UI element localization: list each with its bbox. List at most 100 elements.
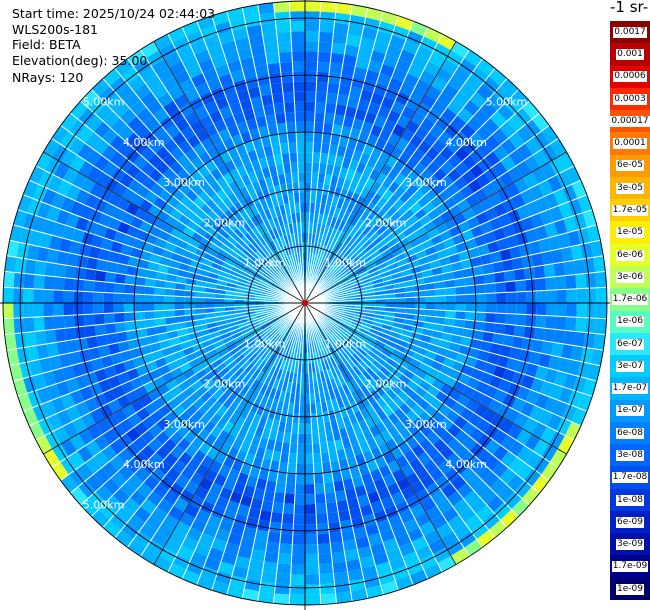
range-gate-cell [289,152,298,163]
range-gate-cell [140,547,160,565]
range-gate-cell [283,493,295,505]
range-gate-cell [102,519,122,538]
range-gate-cell [488,217,503,231]
range-gate-cell [233,367,245,378]
range-gate-cell [110,166,126,183]
range-gate-cell [174,201,188,215]
range-gate-cell [484,207,499,222]
range-gate-cell [255,250,265,261]
range-gate-cell [88,245,101,260]
range-gate-cell [480,488,498,505]
range-gate-cell [409,391,423,405]
ray-separator-line [304,7,369,304]
range-gate-cell [404,313,416,321]
range-gate-cell [272,227,280,239]
range-gate-cell [475,303,487,313]
range-gate-cell [279,285,289,293]
range-gate-cell [174,520,191,537]
range-gate-cell [203,407,217,421]
range-gate-cell [411,189,425,202]
range-gate-cell [331,42,346,55]
range-gate-cell [214,303,225,308]
range-gate-cell [383,344,395,354]
range-gate-cell [344,190,355,202]
range-gate-cell [181,536,199,552]
range-gate-cell [182,226,196,238]
range-gate-cell [162,490,179,506]
range-gate-cell [293,81,305,92]
range-gate-cell [267,531,281,544]
range-gate-cell [275,431,285,443]
range-gate-cell [354,246,365,256]
range-gate-cell [144,310,155,320]
ray-separator-line [304,194,588,304]
range-gate-cell [281,152,291,164]
range-gate-cell [349,465,361,479]
range-gate-cell [43,448,61,468]
range-gate-cell [362,318,374,325]
ray-separator-line [9,302,306,367]
range-gate-cell [370,400,382,413]
range-gate-cell [228,412,240,426]
range-gate-cell [347,343,358,353]
range-gate-cell [284,329,292,339]
range-gate-cell [395,292,406,299]
range-gate-cell [367,331,379,340]
range-gate-cell [278,271,286,281]
range-gate-cell [226,235,238,246]
range-gate-cell [60,196,76,213]
range-gate-cell [109,150,126,167]
range-gate-cell [341,529,356,542]
ray-separator-line [304,286,607,304]
range-gate-cell [370,193,382,206]
range-gate-cell [237,238,249,250]
ray-separator-line [288,1,306,304]
colorbar-tick-label: 3e-07 [616,360,644,372]
range-gate-cell [287,192,295,204]
range-gate-cell [501,334,514,347]
range-gate-cell [310,403,317,414]
range-gate-cell [372,321,383,328]
range-gate-cell [232,565,249,579]
range-gate-cell [255,289,267,295]
range-gate-cell [124,274,136,286]
range-gate-cell [254,267,265,276]
range-gate-cell [435,303,446,311]
range-gate-cell [175,321,187,331]
range-gate-cell [282,432,292,444]
ray-separator-line [304,270,606,304]
range-gate-cell [540,426,557,444]
range-gate-cell [382,537,399,552]
range-gate-cell [437,403,452,418]
range-gate-cell [299,393,305,404]
range-gate-cell [334,581,351,594]
range-gate-cell [200,358,213,369]
range-gate-cell [74,326,87,340]
range-gate-cell [252,270,263,278]
range-gate-cell [474,274,486,286]
range-gate-cell [290,331,296,342]
range-gate-cell [379,366,392,378]
range-gate-cell [291,41,305,52]
range-gate-cell [267,329,277,339]
range-gate-cell [245,410,256,423]
range-gate-cell [237,356,249,368]
ray-separator-line [304,302,443,573]
range-gate-cell [298,172,305,183]
range-gate-cell [229,168,242,181]
range-gate-cell [338,338,348,348]
ray-separator-line [127,58,306,304]
ray-separator-line [181,302,306,580]
range-gate-cell [98,212,112,228]
range-gate-cell [370,500,385,514]
range-gate-cell [424,282,436,291]
range-gate-cell [164,288,175,297]
range-gate-cell [177,45,195,61]
range-gate-cell [551,342,564,358]
range-gate-cell [255,478,268,491]
range-gate-cell [269,240,278,251]
range-gate-cell [212,357,224,369]
range-gate-cell [343,248,353,259]
range-gate-cell [276,237,284,248]
range-gate-cell [345,330,356,339]
